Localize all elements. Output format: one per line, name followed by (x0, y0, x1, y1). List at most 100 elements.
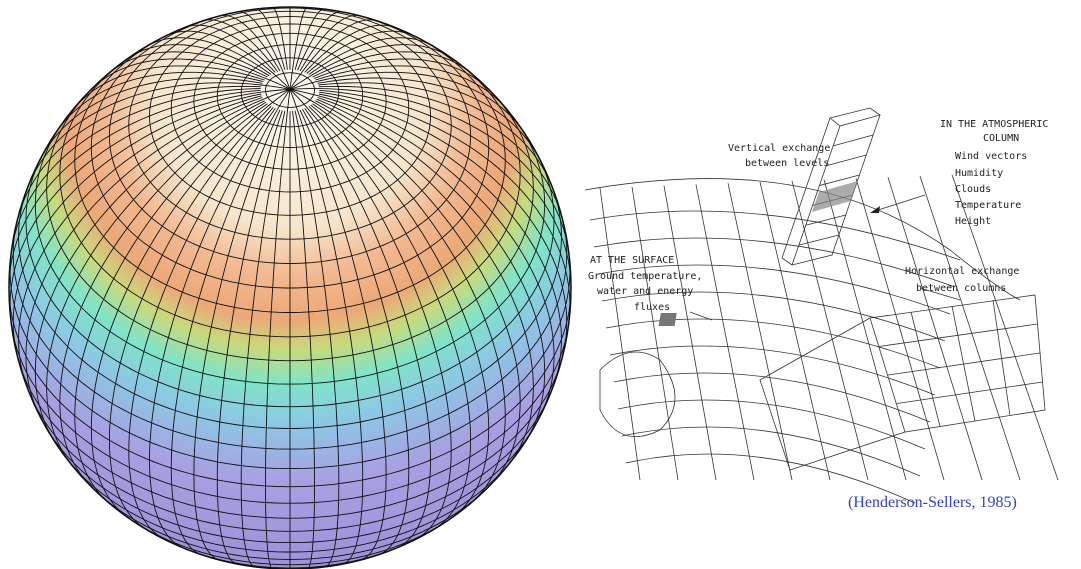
grid-line (318, 85, 563, 220)
grid-line (312, 103, 506, 506)
grid-line (304, 108, 431, 550)
line-art (617, 399, 926, 450)
line-art (613, 372, 931, 423)
grid-line (128, 107, 274, 541)
grid-line (90, 88, 291, 519)
grid-line (297, 11, 343, 71)
horizontal-exchange-label: between columns (916, 283, 1006, 294)
line-art (631, 186, 679, 481)
line-art (871, 194, 926, 213)
grid-line (289, 19, 379, 90)
line-art (759, 317, 906, 471)
line-art (589, 210, 961, 261)
grid-line (53, 71, 264, 136)
grid-line (125, 44, 270, 77)
grid-line (289, 7, 308, 90)
line-art (759, 181, 831, 481)
line-art (599, 351, 676, 438)
line-art (791, 114, 881, 266)
grid-line (70, 65, 265, 112)
line-art (597, 264, 951, 315)
line-art (896, 381, 1043, 404)
line-art (593, 237, 956, 288)
line-art (887, 177, 983, 481)
grid-line (265, 89, 291, 569)
grid-line (147, 37, 272, 75)
grid-line (302, 108, 410, 556)
grid-line (18, 95, 262, 393)
line-art (823, 179, 907, 481)
line-art (605, 318, 941, 369)
horizontal-exchange-label: Horizontal exchange (905, 266, 1019, 277)
grid-line (319, 89, 571, 289)
grid-line (25, 97, 263, 421)
grid-line (182, 24, 276, 73)
globe (8, 6, 572, 569)
grid-line (312, 51, 473, 78)
grid-line (272, 7, 288, 70)
grid-line (10, 88, 261, 257)
grid-line (34, 88, 291, 446)
line-art (951, 305, 976, 422)
line-art (727, 183, 793, 481)
vertical-exchange-label: between levels (745, 158, 829, 169)
line-art (829, 107, 881, 127)
grid-line (319, 91, 571, 327)
cloud-layer (812, 181, 858, 212)
grid-line (317, 77, 542, 163)
line-art (919, 175, 1021, 481)
globe-grid (9, 7, 571, 569)
grid-line (289, 88, 570, 257)
line-art (609, 345, 936, 396)
grid-line (17, 85, 262, 220)
surface-text: fluxes (634, 302, 670, 313)
line-art (833, 134, 874, 147)
grid-line (289, 71, 527, 136)
grid-line (9, 88, 291, 327)
grid-line (59, 101, 267, 487)
line-art (819, 174, 860, 186)
grid-line (310, 104, 490, 519)
line-art (625, 453, 916, 504)
grid-line (149, 108, 276, 550)
surface-text: Ground temperature, (588, 271, 702, 282)
surface-cell (658, 313, 677, 326)
grid-line (315, 100, 534, 470)
grid-line (289, 88, 562, 393)
grid-line (318, 82, 554, 191)
grid-line (315, 65, 510, 112)
grid-line (240, 110, 286, 568)
citation: (Henderson-Sellers, 1985) (848, 494, 1017, 511)
line-art (621, 426, 921, 477)
grid-line (166, 30, 291, 90)
column-title: IN THE ATMOSPHERIC (940, 119, 1048, 130)
column-item: Height (955, 216, 991, 227)
column-title: COLUMN (983, 133, 1019, 144)
grid-line (306, 30, 414, 74)
grid-line (216, 110, 283, 565)
globe-outline (8, 6, 572, 569)
grid-line (12, 93, 262, 357)
line-art (663, 185, 717, 481)
grid-line (170, 89, 291, 556)
line-art (781, 117, 841, 266)
grid-line (317, 97, 555, 421)
grid-line (289, 88, 521, 487)
grid-line (90, 58, 291, 91)
grid-line (294, 8, 326, 71)
grid-line (304, 24, 398, 73)
grid-line (313, 58, 490, 91)
grid-line (308, 105, 472, 531)
grid-line (299, 14, 360, 72)
column-item: Wind vectors (955, 151, 1027, 162)
grid-line (220, 14, 281, 72)
grid-line (308, 37, 433, 75)
grid-line (9, 89, 261, 289)
line-art (887, 352, 1041, 376)
column-item: Clouds (955, 184, 991, 195)
grid-line (289, 88, 452, 541)
line-art (951, 174, 1059, 481)
column-diagram (584, 107, 1059, 504)
grid-line (74, 103, 268, 506)
